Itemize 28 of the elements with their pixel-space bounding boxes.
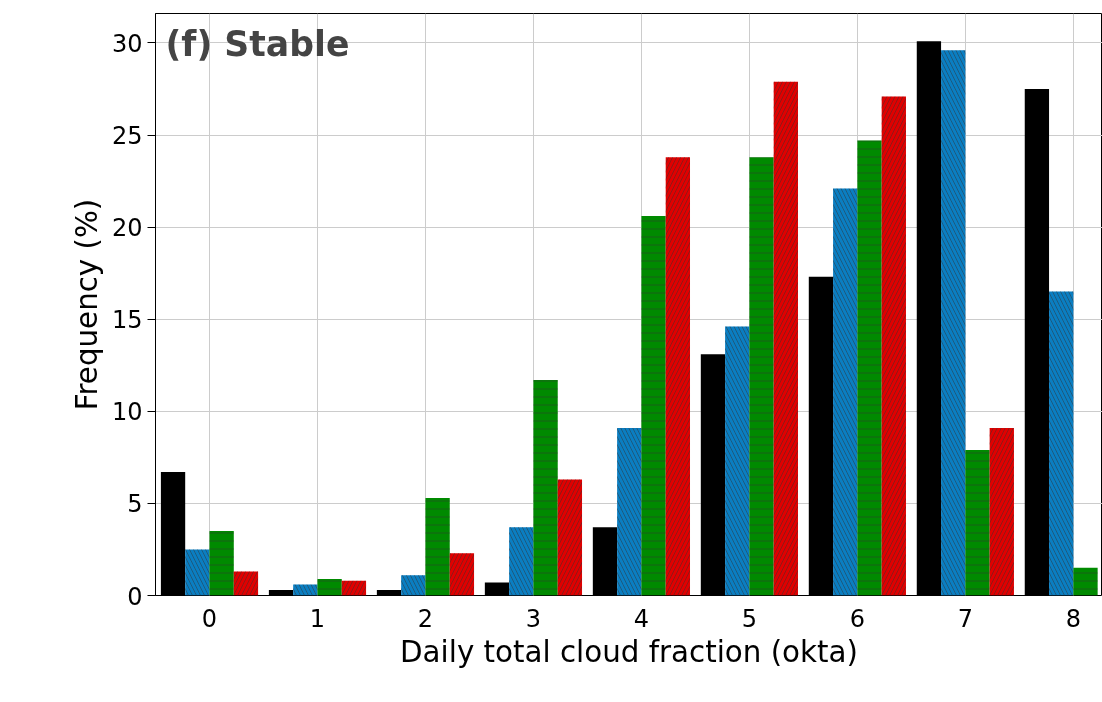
- bar: [916, 41, 942, 596]
- y-tick-label: 5: [127, 490, 143, 519]
- bar: [376, 589, 402, 596]
- x-tick-label: 4: [633, 604, 650, 633]
- chart-title: (f) Stable: [165, 23, 350, 64]
- y-tick-label: 10: [111, 398, 143, 427]
- x-tick-label: 6: [849, 604, 866, 633]
- x-tick-label: 7: [957, 604, 974, 633]
- x-tick-label: 5: [741, 604, 758, 633]
- y-tick-label: 0: [127, 582, 143, 611]
- x-tick-label: 2: [417, 604, 434, 633]
- y-tick-label: 30: [111, 29, 143, 58]
- y-tick-label: 20: [111, 214, 143, 243]
- y-tick-label: 25: [111, 122, 143, 151]
- bar: [268, 589, 294, 596]
- x-tick-label: 3: [525, 604, 542, 633]
- x-tick-label: 8: [1065, 604, 1081, 633]
- x-tick-label: 0: [201, 604, 218, 633]
- x-axis-title: Daily total cloud fraction (okta): [400, 634, 858, 669]
- bar: [1024, 89, 1050, 596]
- y-axis-title: Frequency (%): [69, 198, 104, 411]
- bar: [484, 582, 510, 596]
- bar: [160, 472, 186, 596]
- bar: [592, 527, 618, 596]
- bar: [808, 276, 834, 596]
- y-tick-label: 15: [111, 306, 143, 335]
- bar: [700, 354, 726, 596]
- x-tick-label: 1: [309, 604, 326, 633]
